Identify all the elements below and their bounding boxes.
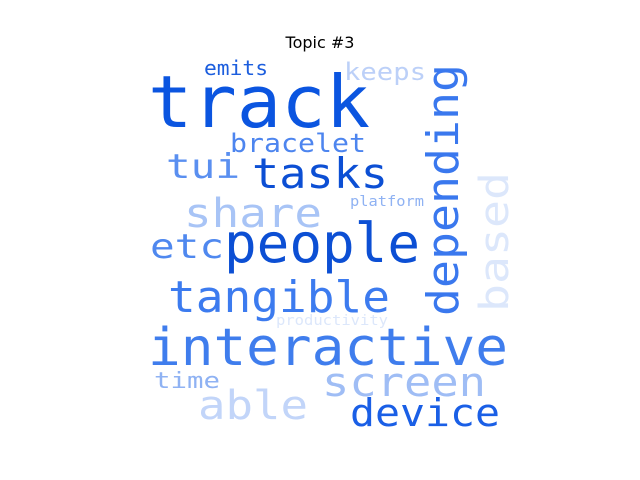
word-productivity: productivity [276,313,388,329]
word-device: device [350,391,500,435]
chart-title: Topic #3 [285,33,355,52]
word-tangible: tangible [168,272,390,323]
word-able: able [198,383,308,429]
word-based: based [472,172,518,312]
word-share: share [184,191,322,237]
word-platform: platform [350,194,424,210]
word-tui: tui [166,147,240,187]
word-depending: depending [418,64,469,316]
word-track: track [148,60,370,144]
word-emits: emits [204,56,268,80]
word-bracelet: bracelet [230,129,366,159]
word-screen: screen [322,360,486,406]
word-people: people [224,212,420,275]
word-etc: etc [150,227,224,267]
word-interactive: interactive [148,318,508,378]
word-time: time [154,369,220,394]
word-keeps: keeps [344,58,426,86]
word-tasks: tasks [252,149,388,198]
